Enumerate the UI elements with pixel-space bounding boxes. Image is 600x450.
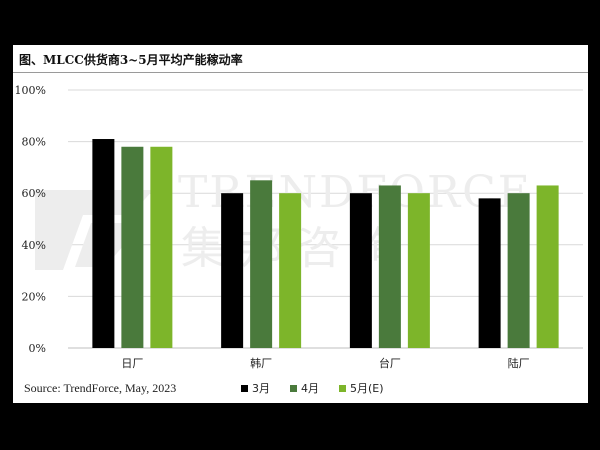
legend-item: 4月: [290, 380, 319, 396]
bar: [536, 185, 559, 348]
bar: [349, 193, 372, 348]
bar: [507, 193, 530, 348]
bar: [150, 146, 173, 348]
legend-label: 3月: [252, 382, 270, 395]
bars: [92, 139, 559, 348]
legend-item: 5月(E): [339, 380, 384, 396]
legend-label: 4月: [301, 382, 319, 395]
legend-swatch: [290, 384, 297, 392]
bar: [378, 185, 401, 348]
axes: 0% 20% 40% 60% 80% 100% 日厂 韩厂 台厂 陆厂: [15, 84, 530, 370]
x-tick-label: 陆厂: [508, 356, 530, 370]
legend-label: 5月(E): [350, 382, 384, 395]
y-tick-label: 80%: [22, 136, 46, 149]
bar-chart: TRENDFORCE集邦咨询 0%20%40%60%80%100%日厂韩厂台厂陆…: [15, 84, 583, 370]
legend: 3月 4月 5月(E): [241, 380, 384, 396]
legend-swatch: [241, 384, 248, 392]
y-tick-label: 0%: [29, 342, 46, 355]
bar: [92, 139, 115, 348]
chart-title: 图、MLCC供货商3~5月平均产能稼动率: [19, 53, 243, 67]
y-tick-label: 100%: [15, 84, 46, 97]
bar: [407, 193, 430, 348]
bar: [279, 193, 302, 348]
bar: [250, 180, 273, 348]
y-tick-label: 60%: [22, 187, 46, 200]
title-divider: [13, 72, 588, 73]
y-tick-label: 20%: [22, 290, 46, 303]
chart-panel: 图、MLCC供货商3~5月平均产能稼动率 TRENDFORCE集邦咨询 0%20…: [13, 45, 588, 403]
gridlines: [68, 89, 583, 349]
bar: [121, 146, 144, 348]
legend-item: 3月: [241, 380, 270, 396]
x-tick-label: 韩厂: [250, 356, 272, 370]
y-tick-label: 40%: [22, 239, 46, 252]
x-tick-label: 日厂: [121, 357, 143, 370]
bar: [478, 198, 501, 348]
source-note: Source: TrendForce, May, 2023: [24, 381, 177, 395]
legend-swatch: [339, 384, 346, 392]
x-tick-label: 台厂: [379, 356, 401, 370]
bar: [221, 193, 244, 348]
